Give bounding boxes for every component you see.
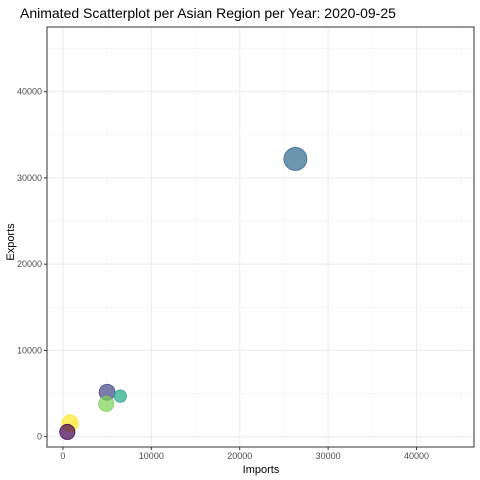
data-points xyxy=(59,147,308,440)
x-tick-label: 30000 xyxy=(316,451,341,461)
x-tick-label: 0 xyxy=(60,451,65,461)
y-tick-label: 20000 xyxy=(17,259,42,269)
x-tick-label: 40000 xyxy=(404,451,429,461)
chart-title: Animated Scatterplot per Asian Region pe… xyxy=(20,5,396,21)
grid xyxy=(47,27,474,447)
y-tick-label: 0 xyxy=(37,432,42,442)
data-point-4 xyxy=(98,395,115,412)
data-point-3 xyxy=(113,389,127,403)
plot-panel xyxy=(46,26,475,448)
y-tick-label: 30000 xyxy=(17,173,42,183)
y-tick-label: 10000 xyxy=(17,345,42,355)
data-point-6 xyxy=(59,423,76,440)
x-axis-label: Imports xyxy=(243,464,280,476)
x-tick-label: 20000 xyxy=(227,451,252,461)
y-tick-label: 40000 xyxy=(17,87,42,97)
x-axis-ticks: 0 10000 20000 30000 40000 xyxy=(60,447,429,461)
y-axis-label: Exports xyxy=(5,223,17,261)
y-axis-ticks: 0 10000 20000 30000 40000 xyxy=(17,87,47,442)
data-point-1 xyxy=(283,147,308,171)
x-tick-label: 10000 xyxy=(139,451,164,461)
